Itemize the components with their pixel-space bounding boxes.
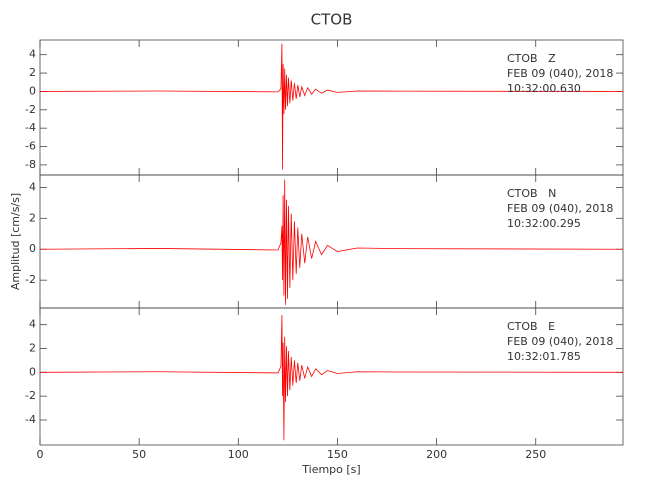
y-tick-label: -2 bbox=[25, 273, 36, 286]
trace-info: CTOB E bbox=[507, 320, 555, 333]
y-tick-label: 2 bbox=[29, 66, 36, 79]
x-axis-label: Tiempo [s] bbox=[301, 463, 360, 476]
x-tick-label: 0 bbox=[37, 448, 44, 461]
x-tick-label: 200 bbox=[426, 448, 447, 461]
waveform bbox=[39, 43, 624, 170]
x-tick-label: 50 bbox=[132, 448, 146, 461]
y-axis-label: Amplitud [cm/s/s] bbox=[9, 193, 22, 290]
y-tick-label: 0 bbox=[29, 84, 36, 97]
y-tick-label: 0 bbox=[29, 242, 36, 255]
y-tick-label: -4 bbox=[25, 121, 36, 134]
trace-info: CTOB Z bbox=[507, 52, 556, 65]
trace-info: CTOB N bbox=[507, 187, 556, 200]
y-tick-label: 0 bbox=[29, 365, 36, 378]
y-tick-label: -4 bbox=[25, 413, 36, 426]
trace-info: 10:32:01.785 bbox=[507, 350, 581, 363]
y-tick-label: 2 bbox=[29, 211, 36, 224]
waveform bbox=[39, 315, 624, 441]
chart-title: CTOB bbox=[311, 11, 353, 29]
y-tick-label: -6 bbox=[25, 140, 36, 153]
y-tick-label: 4 bbox=[29, 180, 36, 193]
x-tick-label: 150 bbox=[327, 448, 348, 461]
x-tick-label: 100 bbox=[228, 448, 249, 461]
y-tick-label: 2 bbox=[29, 342, 36, 355]
waveform bbox=[39, 179, 624, 305]
y-tick-label: -8 bbox=[25, 158, 36, 171]
trace-info: FEB 09 (040), 2018 bbox=[507, 335, 613, 348]
trace-info: 10:32:00.630 bbox=[507, 82, 581, 95]
y-tick-label: -2 bbox=[25, 103, 36, 116]
x-tick-label: 250 bbox=[525, 448, 546, 461]
trace-info: FEB 09 (040), 2018 bbox=[507, 67, 613, 80]
y-tick-label: -2 bbox=[25, 389, 36, 402]
trace-info: FEB 09 (040), 2018 bbox=[507, 202, 613, 215]
y-tick-label: 4 bbox=[29, 318, 36, 331]
panel-frame bbox=[39, 307, 624, 446]
y-tick-label: 4 bbox=[29, 48, 36, 61]
trace-info: 10:32:00.295 bbox=[507, 217, 581, 230]
